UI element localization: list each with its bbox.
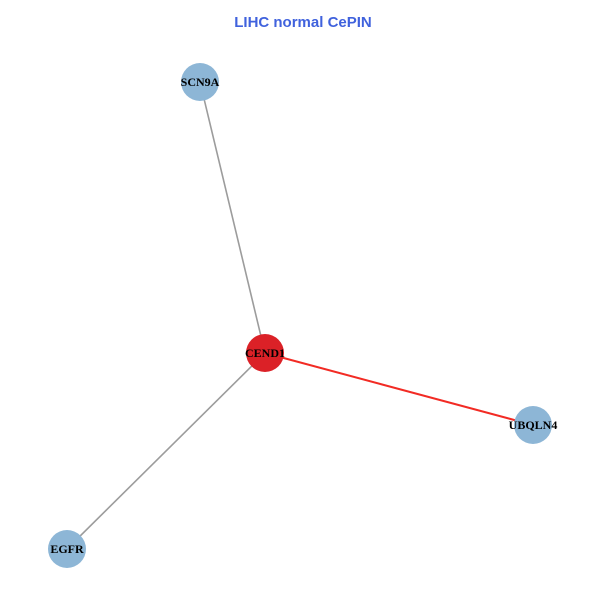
node-ubqln4 — [514, 406, 552, 444]
node-label-egfr: EGFR — [50, 542, 84, 556]
nodes-layer — [48, 63, 552, 568]
node-egfr — [48, 530, 86, 568]
edge-cend1-scn9a — [199, 81, 266, 354]
edges-layer — [66, 81, 534, 550]
node-label-ubqln4: UBQLN4 — [509, 418, 558, 432]
node-cend1 — [246, 334, 284, 372]
plot-title: LIHC normal CePIN — [234, 14, 372, 31]
node-scn9a — [181, 63, 219, 101]
labels-layer: SCN9A CEND1 UBQLN4 EGFR — [50, 75, 557, 556]
edge-cend1-egfr — [66, 352, 266, 550]
edge-cend1-ubqln4 — [264, 352, 534, 426]
node-label-scn9a: SCN9A — [181, 75, 220, 89]
node-label-cend1: CEND1 — [245, 346, 285, 360]
